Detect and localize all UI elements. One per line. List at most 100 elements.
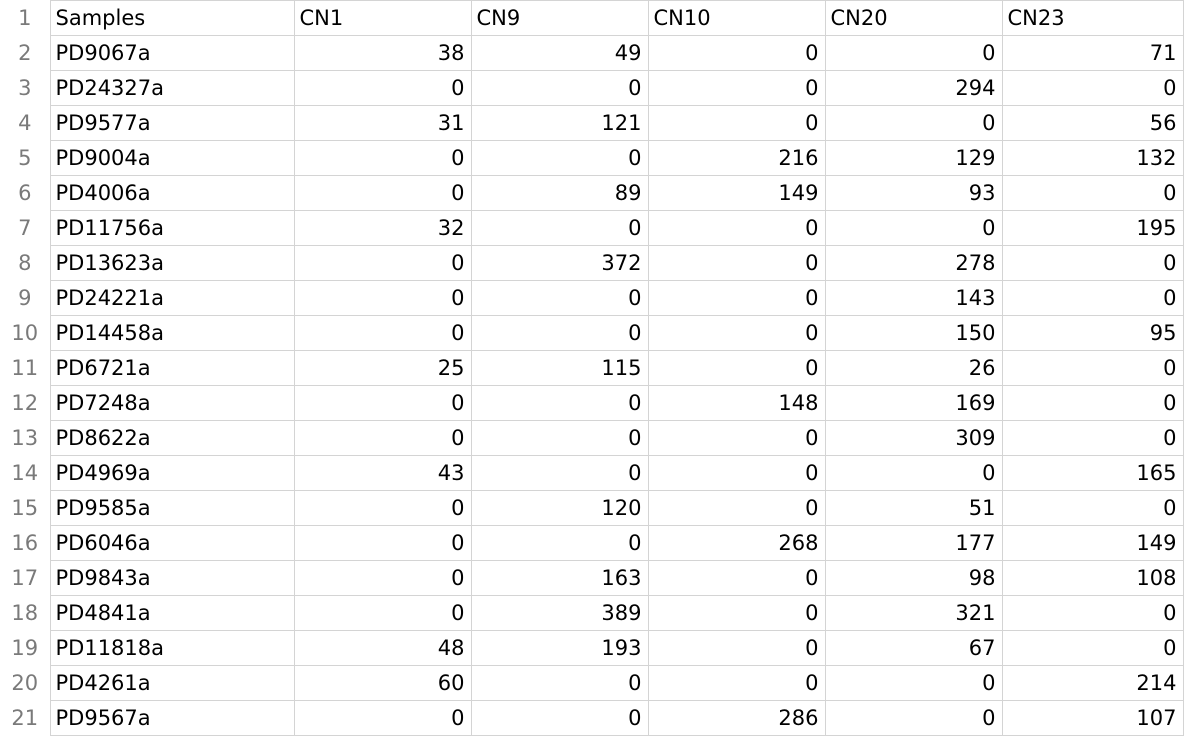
value-cell[interactable]: 0 xyxy=(824,105,1003,141)
value-cell[interactable]: 278 xyxy=(824,245,1003,281)
value-cell[interactable]: 163 xyxy=(470,560,649,596)
value-cell[interactable]: 149 xyxy=(647,175,826,211)
value-cell[interactable]: 389 xyxy=(470,595,649,631)
value-cell[interactable]: 143 xyxy=(824,280,1003,316)
value-cell[interactable]: 0 xyxy=(293,490,472,526)
value-cell[interactable]: 0 xyxy=(1001,280,1184,316)
column-header-cn10[interactable]: CN10 xyxy=(647,0,826,36)
value-cell[interactable]: 0 xyxy=(470,315,649,351)
value-cell[interactable]: 0 xyxy=(647,35,826,71)
value-cell[interactable]: 0 xyxy=(647,280,826,316)
sample-cell[interactable]: PD9585a xyxy=(49,490,295,526)
value-cell[interactable]: 0 xyxy=(470,210,649,246)
value-cell[interactable]: 71 xyxy=(1001,35,1184,71)
value-cell[interactable]: 0 xyxy=(647,665,826,701)
value-cell[interactable]: 294 xyxy=(824,70,1003,106)
value-cell[interactable]: 0 xyxy=(1001,490,1184,526)
value-cell[interactable]: 286 xyxy=(647,700,826,736)
value-cell[interactable]: 43 xyxy=(293,455,472,491)
value-cell[interactable]: 121 xyxy=(470,105,649,141)
value-cell[interactable]: 0 xyxy=(1001,245,1184,281)
value-cell[interactable]: 0 xyxy=(470,280,649,316)
value-cell[interactable]: 0 xyxy=(824,665,1003,701)
value-cell[interactable]: 0 xyxy=(647,105,826,141)
value-cell[interactable]: 56 xyxy=(1001,105,1184,141)
value-cell[interactable]: 98 xyxy=(824,560,1003,596)
value-cell[interactable]: 0 xyxy=(293,560,472,596)
value-cell[interactable]: 95 xyxy=(1001,315,1184,351)
value-cell[interactable]: 0 xyxy=(647,210,826,246)
value-cell[interactable]: 150 xyxy=(824,315,1003,351)
value-cell[interactable]: 32 xyxy=(293,210,472,246)
value-cell[interactable]: 89 xyxy=(470,175,649,211)
value-cell[interactable]: 0 xyxy=(647,70,826,106)
value-cell[interactable]: 0 xyxy=(470,525,649,561)
value-cell[interactable]: 268 xyxy=(647,525,826,561)
value-cell[interactable]: 372 xyxy=(470,245,649,281)
value-cell[interactable]: 0 xyxy=(824,210,1003,246)
value-cell[interactable]: 0 xyxy=(647,245,826,281)
value-cell[interactable]: 26 xyxy=(824,350,1003,386)
value-cell[interactable]: 0 xyxy=(293,315,472,351)
column-header-cn23[interactable]: CN23 xyxy=(1001,0,1184,36)
sample-cell[interactable]: PD6721a xyxy=(49,350,295,386)
value-cell[interactable]: 48 xyxy=(293,630,472,666)
sample-cell[interactable]: PD13623a xyxy=(49,245,295,281)
value-cell[interactable]: 0 xyxy=(470,385,649,421)
value-cell[interactable]: 214 xyxy=(1001,665,1184,701)
sample-cell[interactable]: PD9567a xyxy=(49,700,295,736)
value-cell[interactable]: 0 xyxy=(1001,385,1184,421)
column-header-cn9[interactable]: CN9 xyxy=(470,0,649,36)
value-cell[interactable]: 0 xyxy=(1001,350,1184,386)
value-cell[interactable]: 60 xyxy=(293,665,472,701)
value-cell[interactable]: 0 xyxy=(293,245,472,281)
value-cell[interactable]: 129 xyxy=(824,140,1003,176)
value-cell[interactable]: 0 xyxy=(1001,70,1184,106)
value-cell[interactable]: 0 xyxy=(1001,595,1184,631)
sample-cell[interactable]: PD11756a xyxy=(49,210,295,246)
value-cell[interactable]: 0 xyxy=(293,140,472,176)
value-cell[interactable]: 0 xyxy=(647,455,826,491)
value-cell[interactable]: 25 xyxy=(293,350,472,386)
value-cell[interactable]: 0 xyxy=(293,385,472,421)
value-cell[interactable]: 0 xyxy=(470,70,649,106)
sample-cell[interactable]: PD7248a xyxy=(49,385,295,421)
value-cell[interactable]: 0 xyxy=(647,490,826,526)
value-cell[interactable]: 177 xyxy=(824,525,1003,561)
value-cell[interactable]: 0 xyxy=(1001,630,1184,666)
value-cell[interactable]: 0 xyxy=(1001,420,1184,456)
value-cell[interactable]: 149 xyxy=(1001,525,1184,561)
sample-cell[interactable]: PD4261a xyxy=(49,665,295,701)
sample-cell[interactable]: PD6046a xyxy=(49,525,295,561)
value-cell[interactable]: 107 xyxy=(1001,700,1184,736)
value-cell[interactable]: 0 xyxy=(470,455,649,491)
value-cell[interactable]: 0 xyxy=(824,35,1003,71)
value-cell[interactable]: 31 xyxy=(293,105,472,141)
value-cell[interactable]: 0 xyxy=(293,70,472,106)
value-cell[interactable]: 120 xyxy=(470,490,649,526)
value-cell[interactable]: 0 xyxy=(470,420,649,456)
value-cell[interactable]: 0 xyxy=(293,700,472,736)
value-cell[interactable]: 0 xyxy=(470,700,649,736)
value-cell[interactable]: 93 xyxy=(824,175,1003,211)
value-cell[interactable]: 169 xyxy=(824,385,1003,421)
value-cell[interactable]: 0 xyxy=(293,175,472,211)
sample-cell[interactable]: PD24221a xyxy=(49,280,295,316)
sample-cell[interactable]: PD24327a xyxy=(49,70,295,106)
value-cell[interactable]: 148 xyxy=(647,385,826,421)
value-cell[interactable]: 0 xyxy=(293,525,472,561)
value-cell[interactable]: 0 xyxy=(293,280,472,316)
value-cell[interactable]: 67 xyxy=(824,630,1003,666)
value-cell[interactable]: 0 xyxy=(293,595,472,631)
value-cell[interactable]: 0 xyxy=(647,350,826,386)
value-cell[interactable]: 38 xyxy=(293,35,472,71)
value-cell[interactable]: 0 xyxy=(824,455,1003,491)
value-cell[interactable]: 0 xyxy=(647,315,826,351)
column-header-samples[interactable]: Samples xyxy=(49,0,295,36)
value-cell[interactable]: 0 xyxy=(293,420,472,456)
value-cell[interactable]: 0 xyxy=(647,595,826,631)
value-cell[interactable]: 0 xyxy=(647,560,826,596)
value-cell[interactable]: 108 xyxy=(1001,560,1184,596)
sample-cell[interactable]: PD4006a xyxy=(49,175,295,211)
value-cell[interactable]: 309 xyxy=(824,420,1003,456)
